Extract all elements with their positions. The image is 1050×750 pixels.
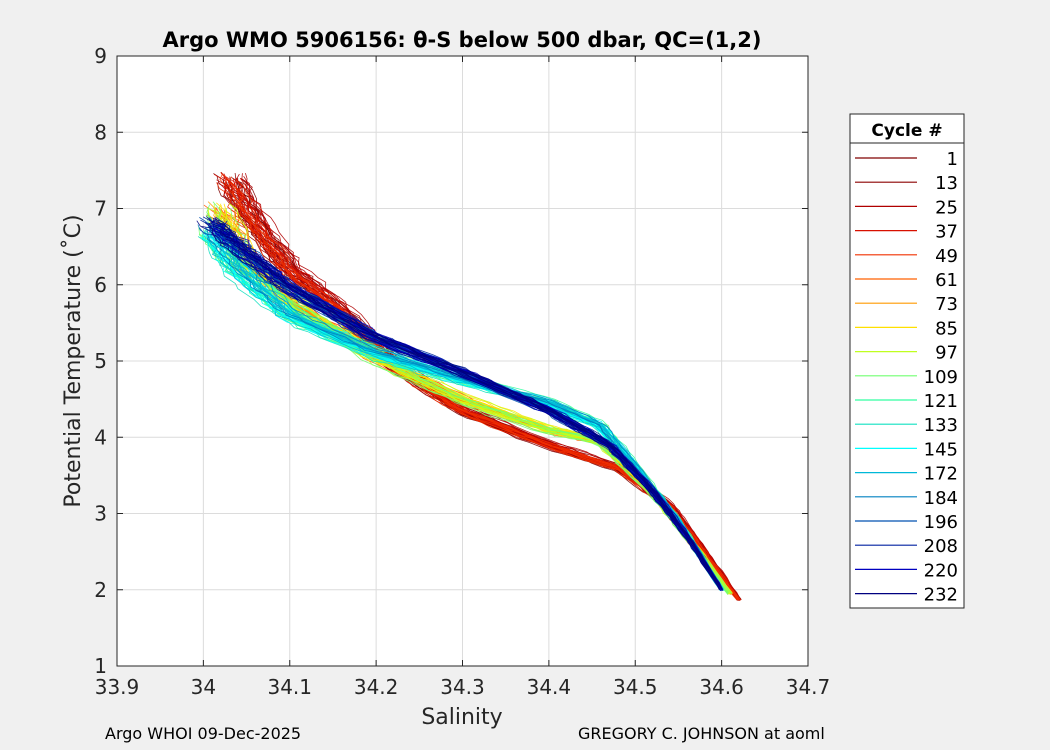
y-axis-ticks: 1 2 3 4 5 6 7 8 9 bbox=[94, 44, 808, 678]
profile-curve bbox=[239, 177, 741, 601]
legend-label: 61 bbox=[935, 270, 958, 291]
profile-curve bbox=[206, 216, 721, 590]
legend-entries: 1 13 25 37 49 61 73 85 97 109 121 133 145 172 184 196 20… bbox=[855, 149, 958, 606]
x-tick-label: 34.6 bbox=[699, 675, 744, 699]
footer-right-text: GREGORY C. JOHNSON at aoml bbox=[578, 724, 825, 743]
x-tick-label: 33.9 bbox=[95, 675, 140, 699]
legend-label: 97 bbox=[935, 343, 958, 364]
profile-curves bbox=[196, 171, 742, 601]
footer-left-text: Argo WHOI 09-Dec-2025 bbox=[105, 724, 302, 743]
profile-curve bbox=[218, 225, 724, 590]
profile-curve bbox=[196, 220, 720, 590]
y-tick-label: 9 bbox=[94, 44, 107, 68]
profile-curve bbox=[199, 227, 722, 591]
legend-label: 13 bbox=[935, 173, 958, 194]
legend-label: 232 bbox=[924, 585, 958, 606]
chart-title: Argo WMO 5906156: θ-S below 500 dbar, QC… bbox=[163, 28, 762, 52]
legend-label: 133 bbox=[924, 415, 958, 436]
profile-curve bbox=[212, 217, 723, 590]
x-tick-label: 34.2 bbox=[354, 675, 399, 699]
profile-curve bbox=[234, 173, 741, 600]
legend-label: 109 bbox=[924, 367, 958, 388]
legend-label: 220 bbox=[924, 560, 958, 581]
legend-label: 25 bbox=[935, 197, 958, 218]
x-tick-label: 34.3 bbox=[440, 675, 485, 699]
legend-label: 208 bbox=[924, 536, 958, 557]
y-tick-label: 4 bbox=[94, 425, 107, 449]
x-tick-label: 34.7 bbox=[786, 675, 831, 699]
profile-curve bbox=[210, 219, 723, 590]
x-tick-label: 34.5 bbox=[613, 675, 658, 699]
x-tick-label: 34.4 bbox=[527, 675, 572, 699]
legend-label: 73 bbox=[935, 294, 958, 315]
legend-label: 196 bbox=[924, 512, 958, 533]
legend: Cycle # 1 13 25 37 49 61 73 85 97 109 121 133 145 172… bbox=[849, 113, 965, 609]
y-axis-label: Potential Temperature (˚C) bbox=[61, 214, 86, 507]
legend-label: 1 bbox=[947, 149, 958, 170]
profile-curve bbox=[201, 226, 720, 591]
profile-curve bbox=[219, 223, 725, 589]
legend-label: 184 bbox=[924, 488, 958, 509]
legend-label: 49 bbox=[935, 246, 958, 267]
legend-label: 121 bbox=[924, 391, 958, 412]
legend-label: 37 bbox=[935, 222, 958, 243]
x-tick-label: 34 bbox=[191, 675, 216, 699]
legend-label: 172 bbox=[924, 464, 958, 485]
legend-label: 145 bbox=[924, 439, 958, 460]
y-tick-label: 6 bbox=[94, 273, 107, 297]
y-tick-label: 1 bbox=[94, 654, 107, 678]
x-tick-label: 34.1 bbox=[267, 675, 312, 699]
y-tick-label: 5 bbox=[94, 349, 107, 373]
y-tick-label: 2 bbox=[94, 578, 107, 602]
y-tick-label: 8 bbox=[94, 120, 107, 144]
y-tick-label: 3 bbox=[94, 502, 107, 526]
legend-label: 85 bbox=[935, 318, 958, 339]
y-tick-label: 7 bbox=[94, 197, 107, 221]
profile-curve bbox=[212, 225, 723, 591]
x-axis-ticks: 33.9 34 34.1 34.2 34.3 34.4 34.5 34.6 34.7 bbox=[95, 56, 831, 699]
x-axis-label: Salinity bbox=[421, 705, 502, 730]
legend-title: Cycle # bbox=[871, 121, 942, 141]
